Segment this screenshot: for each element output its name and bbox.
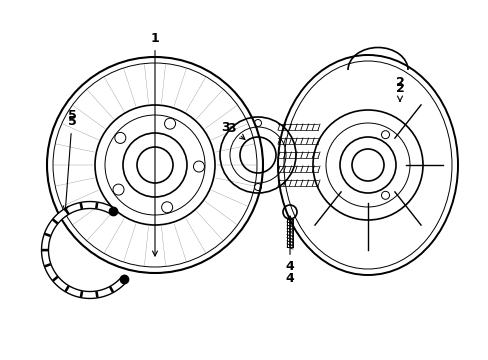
Text: 5: 5 — [67, 108, 76, 122]
Text: 1: 1 — [150, 32, 159, 256]
Text: 2: 2 — [395, 82, 404, 101]
Text: 3: 3 — [220, 121, 229, 134]
Text: 5: 5 — [63, 115, 76, 211]
Text: 2: 2 — [395, 76, 404, 89]
Text: 3: 3 — [227, 122, 244, 139]
Text: 4: 4 — [285, 271, 294, 284]
Text: 4: 4 — [285, 216, 294, 273]
